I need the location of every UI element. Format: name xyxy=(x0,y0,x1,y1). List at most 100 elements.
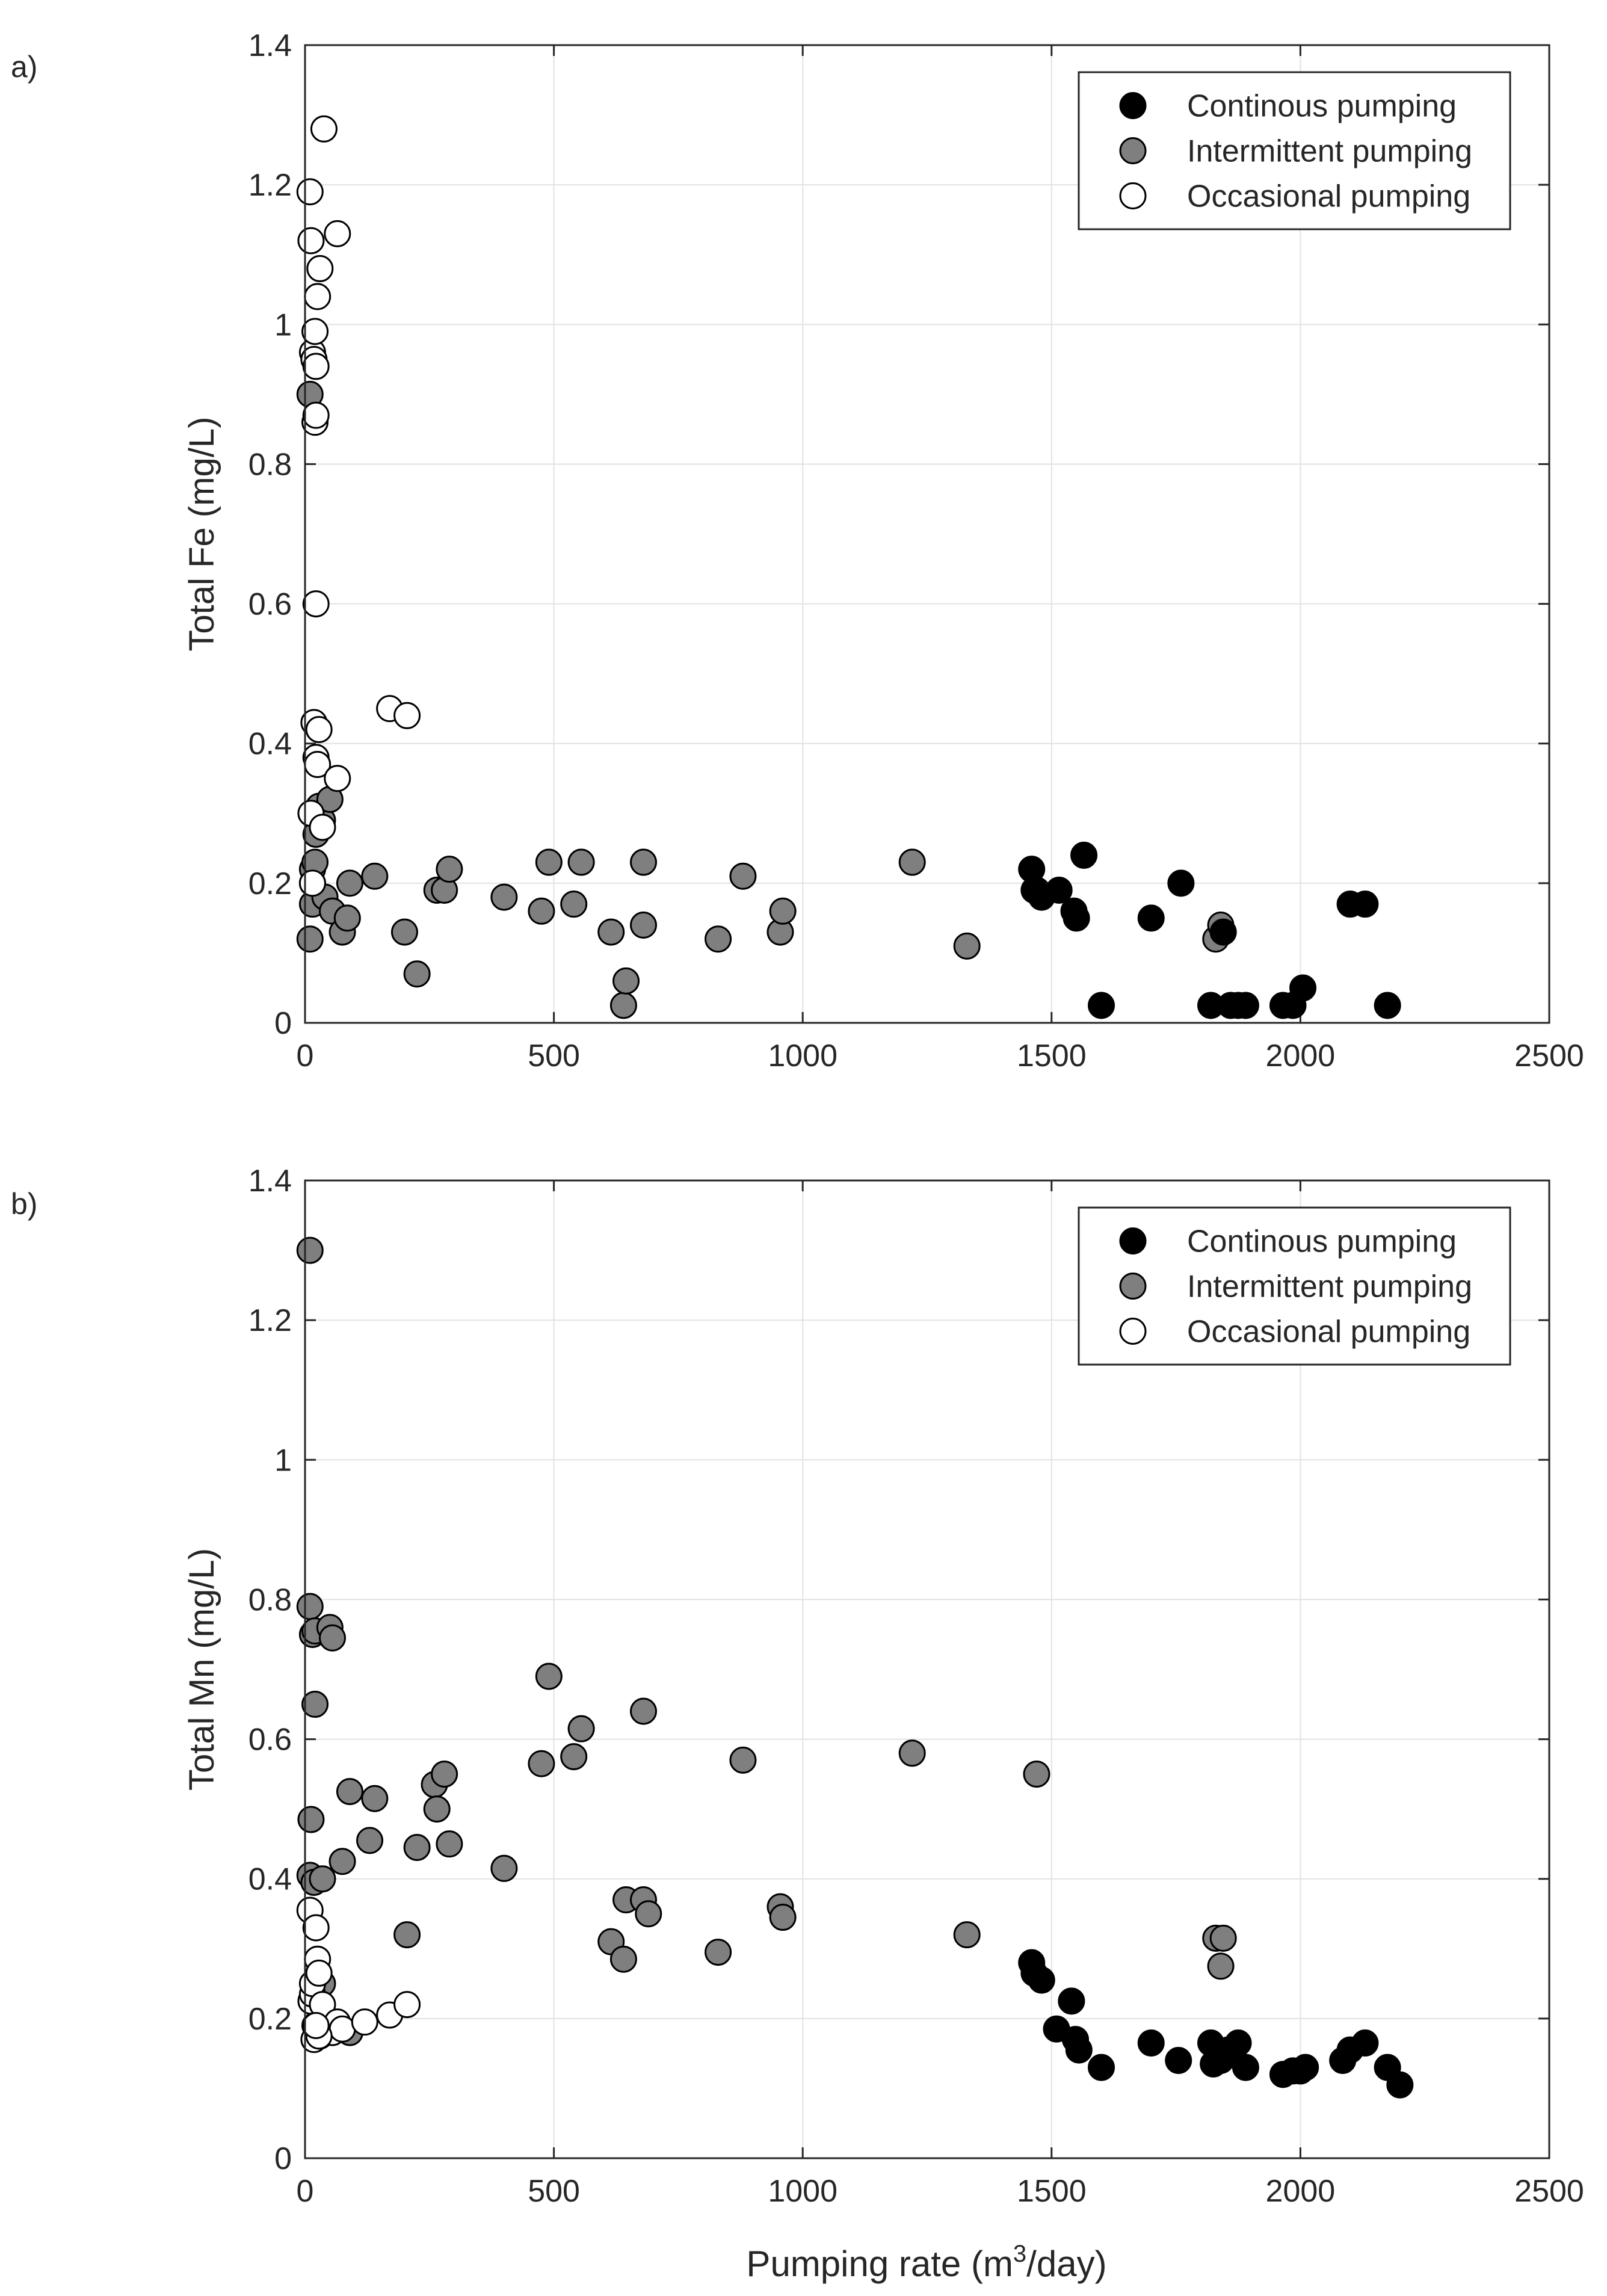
data-point-continous-pumping xyxy=(1224,2029,1252,2057)
data-point-continous-pumping xyxy=(1165,2047,1192,2074)
legend-label: Occasional pumping xyxy=(1187,179,1470,214)
data-point-intermittent-pumping xyxy=(609,992,637,1019)
data-point-intermittent-pumping xyxy=(390,918,418,946)
data-point-continous-pumping xyxy=(1167,869,1195,897)
data-point-intermittent-pumping xyxy=(296,1236,324,1264)
data-point-occasional-pumping xyxy=(302,401,330,429)
y-tick-label: 1.4 xyxy=(248,28,292,63)
data-point-intermittent-pumping xyxy=(318,1624,346,1652)
x-axis-label: Pumping rate (m3/day) xyxy=(746,2241,1106,2284)
panel-a-fe-chart: a) 0 500 1000 1500 2000 2500 0 0.2 0.4 0.6 0.8 1 1.2… xyxy=(11,28,1584,1073)
data-point-intermittent-pumping xyxy=(436,1830,463,1858)
data-point-intermittent-pumping xyxy=(705,1939,732,1966)
y-tick-label: 1 xyxy=(274,307,292,342)
legend-label: Intermittent pumping xyxy=(1187,134,1472,169)
data-point-continous-pumping xyxy=(1209,918,1237,946)
panel-b-ticks: 0 500 1000 1500 2000 2500 0 0.2 0.4 0.6 0.8 1 1.2 1.4 xyxy=(248,1164,1584,2209)
data-point-continous-pumping xyxy=(1351,890,1379,918)
x-tick-label: 1000 xyxy=(768,2174,837,2209)
data-point-intermittent-pumping xyxy=(333,904,361,932)
x-axis-label-tail: /day) xyxy=(1026,2244,1106,2284)
data-point-occasional-pumping xyxy=(301,318,329,345)
legend-marker xyxy=(1119,182,1147,209)
x-axis-label-superscript: 3 xyxy=(1013,2241,1026,2267)
y-tick-label: 0.4 xyxy=(248,727,292,762)
panel-a-axes-frame xyxy=(304,44,1550,1024)
panel-b-mn-chart: b) 0 500 1000 1500 2000 2500 0 0.2 0.4 0.6 0.8 1 1.2… xyxy=(11,1164,1584,2284)
panel-label-b: b) xyxy=(11,1187,37,1221)
data-point-intermittent-pumping xyxy=(705,925,732,953)
data-point-intermittent-pumping xyxy=(635,1900,662,1928)
data-point-continous-pumping xyxy=(1137,2029,1165,2057)
data-point-intermittent-pumping xyxy=(361,1785,389,1812)
data-point-occasional-pumping xyxy=(351,2008,378,2036)
data-point-occasional-pumping xyxy=(324,220,351,247)
data-point-intermittent-pumping xyxy=(336,869,363,897)
data-point-continous-pumping xyxy=(1088,2054,1115,2081)
data-point-continous-pumping xyxy=(1232,992,1259,1019)
data-point-occasional-pumping xyxy=(305,1959,333,1987)
data-point-occasional-pumping xyxy=(306,255,334,282)
panel-b-points xyxy=(296,1236,1414,2099)
data-point-intermittent-pumping xyxy=(423,1795,451,1823)
data-point-continous-pumping xyxy=(1045,876,1073,904)
y-tick-label: 1.2 xyxy=(248,1303,292,1338)
data-point-intermittent-pumping xyxy=(629,1697,657,1725)
legend-label: Occasional pumping xyxy=(1187,1315,1470,1350)
panel-b-y-axis-label: Total Mn (mg/L) xyxy=(182,1548,221,1791)
panel-b-legend: Continous pumping Intermittent pumping Occ… xyxy=(1078,1206,1511,1366)
y-tick-label: 0 xyxy=(274,2141,292,2176)
data-point-occasional-pumping xyxy=(393,702,421,729)
data-point-continous-pumping xyxy=(1289,974,1317,1002)
data-point-intermittent-pumping xyxy=(769,1904,797,1931)
legend-box xyxy=(1078,71,1511,230)
data-point-continous-pumping xyxy=(1386,2071,1414,2099)
data-point-intermittent-pumping xyxy=(609,1945,637,1973)
data-point-continous-pumping xyxy=(1351,2029,1379,2057)
data-point-occasional-pumping xyxy=(297,227,325,255)
data-point-intermittent-pumping xyxy=(356,1827,384,1854)
y-tick-label: 1 xyxy=(274,1443,292,1478)
x-axis-label-main: Pumping rate (m xyxy=(746,2244,1013,2284)
data-point-intermittent-pumping xyxy=(612,967,640,995)
data-point-continous-pumping xyxy=(1065,2036,1093,2064)
y-tick-label: 0.6 xyxy=(248,587,292,622)
data-point-continous-pumping xyxy=(1058,1987,1085,2015)
data-point-occasional-pumping xyxy=(302,2011,330,2039)
data-point-intermittent-pumping xyxy=(629,912,657,939)
data-point-occasional-pumping xyxy=(304,283,332,310)
y-tick-label: 0 xyxy=(274,1006,292,1041)
x-tick-label: 2500 xyxy=(1514,1038,1584,1073)
data-point-intermittent-pumping xyxy=(953,1921,981,1949)
panel-a-points xyxy=(296,115,1401,1019)
data-point-intermittent-pumping xyxy=(328,1848,356,1875)
data-point-occasional-pumping xyxy=(305,716,333,743)
data-point-occasional-pumping xyxy=(310,115,338,143)
data-point-occasional-pumping xyxy=(302,1914,330,1942)
data-point-intermittent-pumping xyxy=(729,1746,757,1774)
data-point-intermittent-pumping xyxy=(301,1691,329,1718)
data-point-continous-pumping xyxy=(1292,2054,1319,2081)
y-tick-label: 0.4 xyxy=(248,1862,292,1897)
x-tick-label: 500 xyxy=(528,2174,580,2209)
panel-b-axes-frame xyxy=(304,1179,1550,2159)
data-point-intermittent-pumping xyxy=(769,897,797,925)
data-point-intermittent-pumping xyxy=(528,897,555,925)
x-tick-label: 0 xyxy=(297,1038,314,1073)
y-tick-label: 0.6 xyxy=(248,1723,292,1757)
data-point-occasional-pumping xyxy=(393,1991,421,2019)
x-tick-label: 2000 xyxy=(1266,1038,1336,1073)
data-point-intermittent-pumping xyxy=(560,1743,588,1771)
panel-a-ticks: 0 500 1000 1500 2000 2500 0 0.2 0.4 0.6 0.8 1 1.2 1.4 xyxy=(248,28,1584,1073)
y-tick-label: 1.2 xyxy=(248,168,292,203)
data-point-intermittent-pumping xyxy=(403,1833,431,1861)
data-point-occasional-pumping xyxy=(296,178,324,206)
data-point-occasional-pumping xyxy=(298,869,326,897)
legend-marker xyxy=(1119,1318,1147,1345)
data-point-intermittent-pumping xyxy=(336,1778,363,1806)
data-point-intermittent-pumping xyxy=(431,1761,458,1788)
data-point-intermittent-pumping xyxy=(436,856,463,883)
legend-marker xyxy=(1119,1227,1147,1254)
legend-label: Continous pumping xyxy=(1187,89,1457,124)
data-point-continous-pumping xyxy=(1374,992,1401,1019)
